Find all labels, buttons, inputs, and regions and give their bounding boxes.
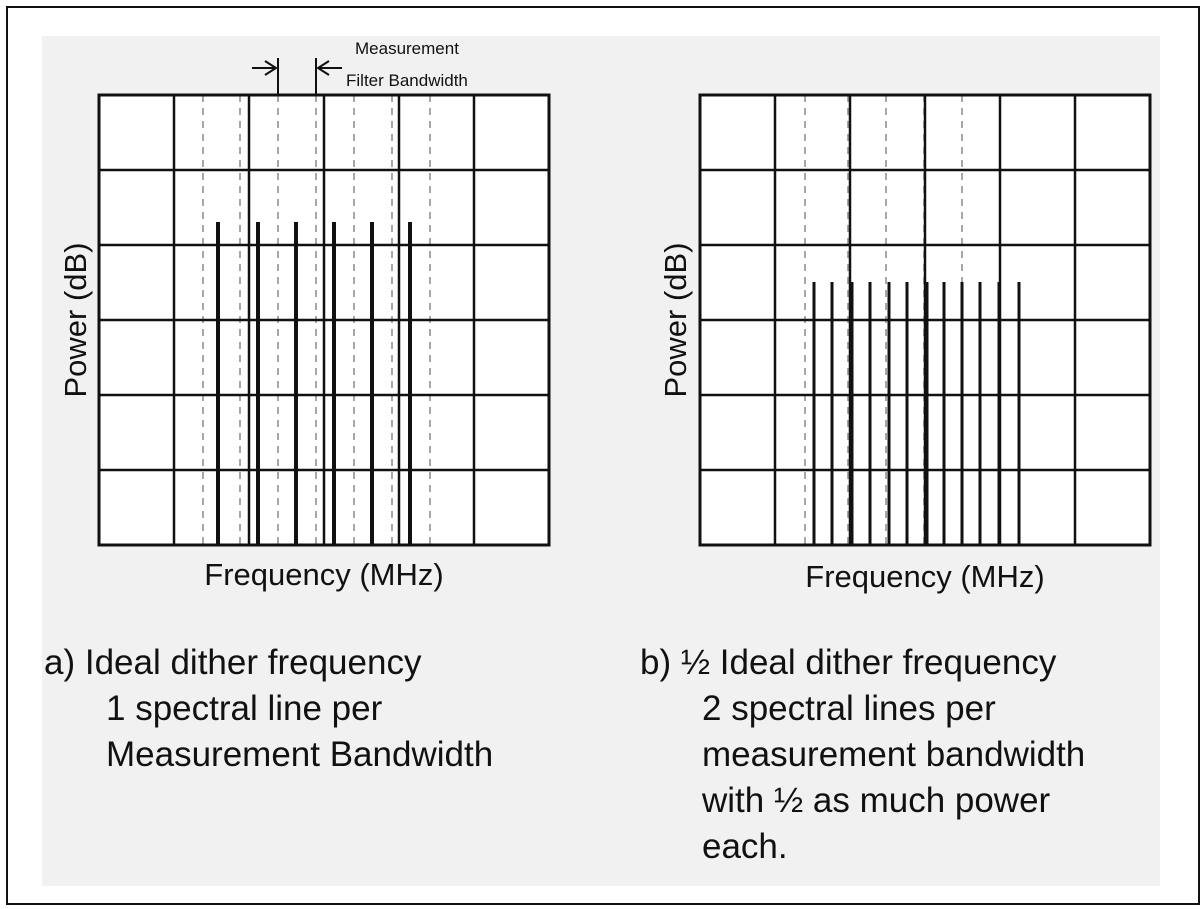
plot-a-border: [97, 93, 551, 547]
plot-b-ylabel: Power (dB): [658, 242, 693, 397]
caption-b-line-2: 2 spectral lines per: [702, 689, 996, 728]
plot-a-grid: [99, 95, 549, 545]
measurement-bandwidth-marker: [252, 58, 342, 95]
plot-b: Power (dB) Frequency (MHz): [658, 93, 1152, 594]
plot-b-grid: [700, 95, 1150, 545]
caption-b-line-5: each.: [702, 827, 788, 866]
caption-a-line-2: 1 spectral line per: [106, 689, 383, 728]
plot-b-spectral-lines: [812, 282, 1021, 545]
caption-b-line-1: b) ½ Ideal dither frequency: [640, 643, 1057, 682]
annotation-line-2: Filter Bandwidth: [346, 71, 468, 90]
caption-b-line-4: with ½ as much power: [702, 781, 1051, 820]
right-arrowhead: [316, 60, 330, 76]
caption-a-line-1: a) Ideal dither frequency: [44, 643, 422, 682]
plot-a: Measurement Filter Bandwidth Power (dB) …: [58, 39, 551, 592]
caption-b-line-3: measurement bandwidth: [702, 735, 1086, 774]
annotation-line-1: Measurement: [355, 39, 459, 58]
caption-a-line-3: Measurement Bandwidth: [106, 735, 494, 774]
caption-a: a) Ideal dither frequency 1 spectral lin…: [44, 640, 493, 778]
plot-a-spectral-lines: [216, 222, 412, 545]
plot-a-xlabel: Frequency (MHz): [204, 557, 443, 592]
left-arrowhead: [264, 60, 278, 76]
caption-b: b) ½ Ideal dither frequency 2 spectral l…: [640, 640, 1085, 870]
plot-b-xlabel: Frequency (MHz): [805, 559, 1044, 594]
plot-b-border: [698, 93, 1152, 547]
plot-a-ylabel: Power (dB): [58, 242, 93, 397]
